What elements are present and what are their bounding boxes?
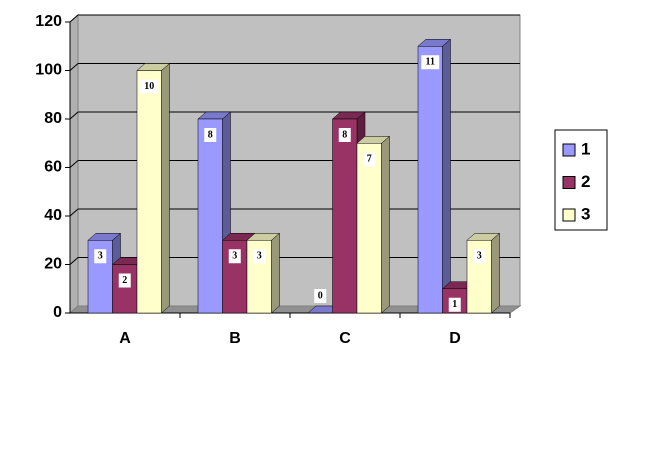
grid-line bbox=[69, 160, 79, 168]
data-label-box bbox=[204, 128, 217, 142]
x-tick-label: D bbox=[449, 330, 461, 347]
bar bbox=[112, 264, 138, 314]
data-label: 8 bbox=[208, 129, 213, 140]
y-tick-label: 0 bbox=[53, 304, 62, 321]
bar-side bbox=[381, 135, 390, 314]
y-tick-label: 60 bbox=[44, 159, 62, 176]
bar bbox=[417, 46, 443, 314]
bar-side bbox=[442, 38, 451, 314]
data-label: 0 bbox=[318, 290, 323, 301]
grid-line bbox=[69, 257, 79, 265]
y-tick-label: 20 bbox=[44, 256, 62, 273]
bar-side bbox=[161, 62, 170, 314]
data-label: 3 bbox=[98, 251, 103, 262]
y-tick-label: 100 bbox=[35, 62, 62, 79]
bar bbox=[136, 70, 162, 314]
bar bbox=[197, 118, 223, 314]
data-label-box bbox=[253, 249, 266, 264]
data-label: 3 bbox=[257, 251, 262, 262]
data-label: 3 bbox=[477, 251, 482, 262]
bar bbox=[356, 143, 382, 314]
data-label-box bbox=[363, 152, 376, 167]
x-tick-label: C bbox=[339, 330, 351, 347]
data-label-box bbox=[421, 55, 440, 70]
y-tick-label: 120 bbox=[35, 13, 62, 30]
data-label: 11 bbox=[426, 57, 435, 68]
legend-swatch bbox=[562, 176, 576, 189]
bar-side bbox=[271, 232, 280, 314]
grid-line bbox=[69, 111, 79, 120]
data-label-box bbox=[448, 297, 461, 312]
data-label: 2 bbox=[122, 275, 127, 286]
data-label: 3 bbox=[232, 251, 237, 262]
data-label: 7 bbox=[367, 154, 372, 165]
data-label: 1 bbox=[452, 299, 457, 310]
data-label-box bbox=[228, 249, 241, 264]
data-label-box bbox=[473, 249, 486, 264]
legend-swatch bbox=[562, 143, 576, 157]
data-label-box bbox=[314, 289, 327, 303]
y-tick-label: 80 bbox=[44, 110, 62, 127]
grid-line bbox=[69, 14, 79, 23]
legend-label: 1 bbox=[581, 139, 590, 158]
data-label: 8 bbox=[342, 129, 347, 140]
bar bbox=[332, 118, 358, 314]
legend-label: 3 bbox=[581, 204, 590, 223]
x-tick-label: B bbox=[229, 330, 241, 347]
grid-line bbox=[69, 63, 79, 71]
x-tick-label: A bbox=[119, 330, 131, 347]
legend-swatch bbox=[562, 208, 576, 222]
legend-label: 2 bbox=[581, 172, 590, 191]
data-label-box bbox=[94, 249, 107, 264]
data-label-box bbox=[118, 273, 131, 288]
data-label: 10 bbox=[144, 81, 154, 92]
grid-line bbox=[69, 208, 79, 217]
bar-side bbox=[491, 232, 500, 314]
y-tick-label: 40 bbox=[44, 207, 62, 224]
data-label-box bbox=[140, 79, 159, 94]
data-label-box bbox=[338, 128, 351, 142]
